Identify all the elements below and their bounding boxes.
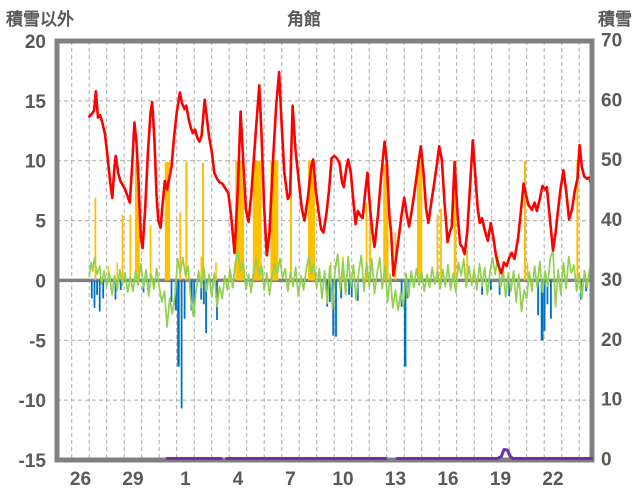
- orange-bar: [383, 164, 389, 281]
- orange-bar: [440, 208, 442, 281]
- x-axis-tick-label: 22: [542, 469, 563, 490]
- left-axis-tick-label: 5: [35, 212, 46, 233]
- blue-bar: [550, 280, 552, 319]
- chart-title: 角館: [287, 10, 321, 29]
- blue-bar: [403, 280, 407, 367]
- blue-bar: [170, 280, 173, 302]
- blue-bar: [193, 280, 196, 314]
- left-axis-tick-label: 0: [35, 271, 46, 292]
- x-axis-tick-label: 10: [332, 469, 353, 490]
- orange-bar: [235, 160, 245, 281]
- blue-bar: [537, 280, 539, 316]
- right-axis-tick-label: 0: [601, 450, 612, 471]
- orange-bar: [201, 163, 204, 281]
- blue-bar: [348, 280, 350, 295]
- blue-bar: [102, 280, 105, 299]
- blue-bar: [350, 280, 353, 298]
- x-axis-tick-label: 26: [70, 469, 91, 490]
- right-axis-tick-label: 50: [601, 150, 622, 171]
- x-axis-tick-label: 7: [285, 469, 296, 490]
- left-axis-tick-label: 15: [25, 92, 47, 113]
- blue-bar: [96, 280, 98, 295]
- left-axis-tick-label: 20: [25, 32, 46, 53]
- orange-bar: [129, 214, 132, 281]
- blue-bar: [174, 280, 177, 311]
- right-axis-tick-label: 70: [601, 31, 622, 52]
- orange-bars-series: [94, 160, 579, 281]
- orange-bar: [526, 262, 529, 281]
- right-axis-tick-label: 60: [601, 90, 622, 111]
- blue-bar: [543, 280, 546, 331]
- vertical-gridlines: [71, 41, 580, 460]
- blue-bar: [489, 280, 492, 290]
- blue-bar: [508, 280, 511, 296]
- left-axis-tick-labels: 20 15 10 5 0 -5 -10 -15: [19, 32, 47, 472]
- blue-bar: [90, 280, 93, 299]
- orange-bar: [523, 160, 526, 281]
- x-axis-tick-label: 13: [385, 469, 406, 490]
- left-axis-tick-label: 10: [25, 152, 46, 173]
- blue-bar: [202, 280, 205, 305]
- orange-bar: [369, 208, 371, 281]
- orange-bar: [466, 250, 469, 281]
- blue-bar: [328, 280, 331, 302]
- blue-bar: [546, 280, 549, 305]
- blue-bar: [98, 280, 101, 312]
- blue-bar: [119, 280, 122, 290]
- orange-bar: [121, 214, 124, 281]
- orange-bar: [270, 160, 279, 281]
- orange-bar: [149, 225, 152, 281]
- orange-bar: [94, 197, 97, 281]
- orange-bar: [576, 160, 579, 281]
- blue-bar: [498, 280, 501, 295]
- orange-bar: [116, 262, 118, 281]
- orange-bar: [215, 262, 217, 281]
- x-axis-tick-label: 4: [233, 469, 244, 490]
- blue-bar: [183, 280, 186, 319]
- left-axis-tick-label: -15: [19, 451, 47, 472]
- green-line-series: [88, 249, 593, 328]
- left-axis-tick-label: -10: [19, 391, 46, 412]
- right-axis-tick-label: 40: [601, 210, 622, 231]
- x-axis-tick-labels: 26 29 1 4 7 10 13 16 19 22: [70, 469, 564, 490]
- blue-bar: [540, 280, 544, 341]
- right-axis-tick-label: 10: [601, 390, 622, 411]
- orange-bar: [365, 202, 368, 281]
- blue-bar: [180, 280, 183, 409]
- left-axis-title: 積雪以外: [6, 10, 74, 29]
- right-axis-tick-label: 20: [601, 330, 622, 351]
- blue-bar: [177, 280, 180, 367]
- left-axis-tick-label: -5: [29, 331, 46, 352]
- blue-bar: [190, 280, 193, 311]
- orange-bar: [164, 161, 171, 281]
- x-axis-tick-label: 29: [122, 469, 143, 490]
- red-line-series: [87, 70, 593, 277]
- orange-bar: [453, 160, 457, 281]
- x-axis-tick-label: 1: [180, 469, 191, 490]
- orange-bar: [289, 170, 292, 281]
- orange-bar: [185, 161, 188, 281]
- blue-bar: [200, 280, 203, 300]
- blue-bar: [335, 280, 337, 337]
- right-axis-tick-labels: 70 60 50 40 30 20 10 0: [601, 31, 622, 471]
- orange-bar: [308, 160, 315, 281]
- right-axis-tick-label: 30: [601, 270, 622, 291]
- orange-bar: [200, 256, 202, 281]
- orange-bar: [436, 214, 439, 281]
- orange-bar: [134, 161, 140, 281]
- blue-bar: [93, 280, 96, 308]
- purple-line-series: [165, 448, 593, 460]
- orange-bar: [179, 212, 182, 281]
- x-axis-tick-label: 16: [437, 469, 458, 490]
- orange-bar: [417, 160, 423, 281]
- purple-line-segment: [395, 448, 593, 460]
- blue-bar: [205, 280, 207, 334]
- blue-bar: [114, 280, 117, 300]
- x-axis-tick-label: 19: [490, 469, 511, 490]
- orange-bar: [252, 160, 262, 281]
- right-axis-title: 積雪: [598, 10, 632, 29]
- blue-bar: [481, 280, 483, 295]
